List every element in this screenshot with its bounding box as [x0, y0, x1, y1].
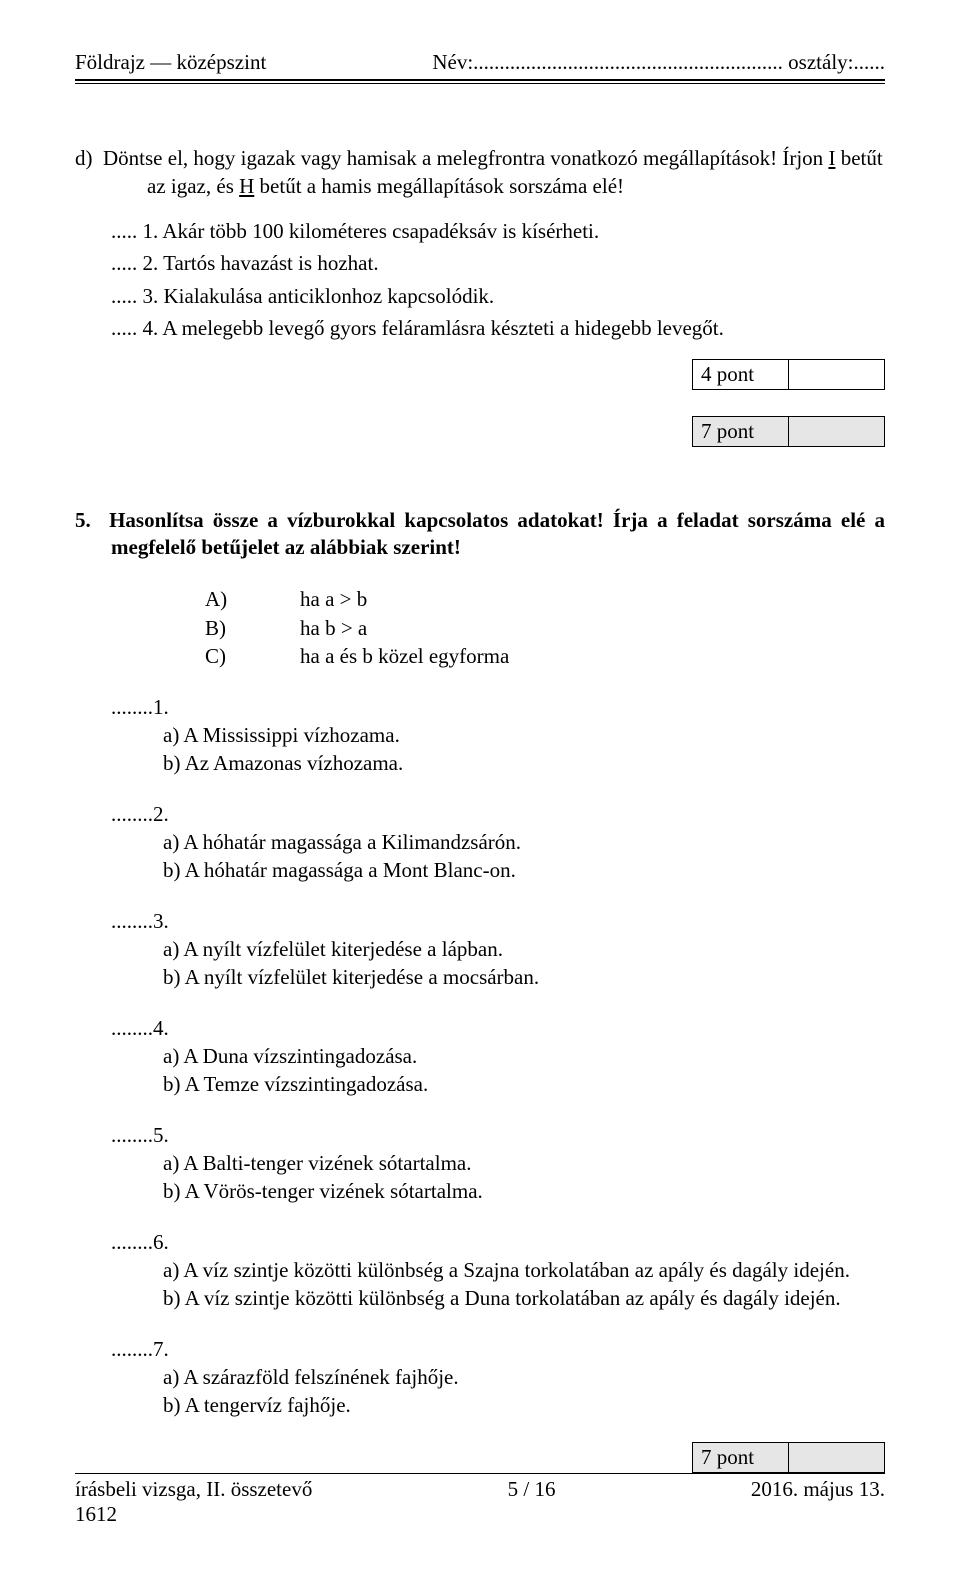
points-4-label: 4 pont: [693, 359, 789, 389]
q5-item-1-num: ........1.: [111, 693, 885, 721]
q5-item-6: ........6. a) A víz szintje közötti külö…: [111, 1228, 885, 1313]
q5-item-1: ........1. a) A Mississippi vízhozama. b…: [111, 693, 885, 778]
q5-item-4: ........4. a) A Duna vízszintingadozása.…: [111, 1014, 885, 1099]
points-4-table: 4 pont: [692, 359, 885, 390]
q5-item-7-a: a) A szárazföld felszínének fajhője.: [163, 1363, 885, 1391]
q5-number: 5.: [75, 508, 91, 532]
q5-item-2-num: ........2.: [111, 800, 885, 828]
task-d-line2b: betűt a hamis megállapítások sorszáma el…: [254, 174, 624, 198]
option-a-letter: A): [205, 585, 300, 613]
q5-item-6-b: b) A víz szintje közötti különbség a Dun…: [163, 1284, 885, 1312]
q5-options: A) ha a > b B) ha b > a C) ha a és b köz…: [75, 585, 885, 670]
task-d: d) Döntse el, hogy igazak vagy hamisak a…: [75, 144, 885, 201]
points-7a-row: 7 pont: [75, 416, 885, 447]
points-7b-row: 7 pont: [75, 1442, 885, 1473]
q5-item-3-num: ........3.: [111, 907, 885, 935]
points-7a-blank: [789, 416, 885, 446]
q5-item-4-num: ........4.: [111, 1014, 885, 1042]
statement-3: ..... 3. Kialakulása anticiklonhoz kapcs…: [111, 280, 885, 313]
q5-item-3-a: a) A nyílt vízfelület kiterjedése a lápb…: [163, 935, 885, 963]
class-label: osztály:......: [788, 50, 885, 74]
page-footer: írásbeli vizsga, II. összetevő 5 / 16 20…: [75, 1473, 885, 1527]
points-7a-table: 7 pont: [692, 416, 885, 447]
option-c: C) ha a és b közel egyforma: [205, 642, 885, 670]
q5-item-5-num: ........5.: [111, 1121, 885, 1149]
q5-item-2-a: a) A hóhatár magassága a Kilimandzsárón.: [163, 828, 885, 856]
q5-item-7-num: ........7.: [111, 1335, 885, 1363]
header-subject: Földrajz — középszint: [75, 50, 266, 75]
question-5: 5. Hasonlítsa össze a vízburokkal kapcso…: [75, 507, 885, 1473]
points-7b-label: 7 pont: [693, 1442, 789, 1472]
statement-4: ..... 4. A melegebb levegő gyors feláram…: [111, 312, 885, 345]
q5-item-4-b: b) A Temze vízszintingadozása.: [163, 1070, 885, 1098]
name-dots: ........................................…: [473, 50, 783, 74]
statement-2: ..... 2. Tartós havazást is hozhat.: [111, 247, 885, 280]
q5-item-2-b: b) A hóhatár magassága a Mont Blanc-on.: [163, 856, 885, 884]
task-d-prefix: d): [75, 146, 93, 170]
footer-left: írásbeli vizsga, II. összetevő: [75, 1477, 312, 1502]
option-c-text: ha a és b közel egyforma: [300, 642, 509, 670]
q5-item-1-b: b) Az Amazonas vízhozama.: [163, 749, 885, 777]
q5-item-5: ........5. a) A Balti-tenger vizének sót…: [111, 1121, 885, 1206]
option-a-text: ha a > b: [300, 585, 367, 613]
option-b-text: ha b > a: [300, 614, 367, 642]
footer-left-2: 1612: [75, 1502, 885, 1527]
points-7b-table: 7 pont: [692, 1442, 885, 1473]
task-d-line2a: az igaz, és: [147, 174, 239, 198]
q5-item-4-a: a) A Duna vízszintingadozása.: [163, 1042, 885, 1070]
footer-center: 5 / 16: [508, 1477, 556, 1502]
name-label: Név:: [432, 50, 473, 74]
q5-item-7: ........7. a) A szárazföld felszínének f…: [111, 1335, 885, 1420]
q5-item-7-b: b) A tengervíz fajhője.: [163, 1391, 885, 1419]
statement-1: ..... 1. Akár több 100 kilométeres csapa…: [111, 215, 885, 248]
task-d-line1a: Döntse el, hogy igazak vagy hamisak a me…: [103, 146, 828, 170]
q5-title: 5. Hasonlítsa össze a vízburokkal kapcso…: [75, 507, 885, 562]
q5-item-2: ........2. a) A hóhatár magassága a Kili…: [111, 800, 885, 885]
content-area: d) Döntse el, hogy igazak vagy hamisak a…: [75, 84, 885, 1473]
option-a: A) ha a > b: [205, 585, 885, 613]
task-d-H: H: [239, 174, 254, 198]
q5-item-1-a: a) A Mississippi vízhozama.: [163, 721, 885, 749]
footer-right: 2016. május 13.: [751, 1477, 885, 1502]
statements-list: ..... 1. Akár több 100 kilométeres csapa…: [75, 215, 885, 345]
task-d-line1b: betűt: [835, 146, 882, 170]
option-c-letter: C): [205, 642, 300, 670]
q5-title-text: Hasonlítsa össze a vízburokkal kapcsolat…: [109, 508, 885, 559]
q5-items: ........1. a) A Mississippi vízhozama. b…: [75, 693, 885, 1420]
q5-item-3: ........3. a) A nyílt vízfelület kiterje…: [111, 907, 885, 992]
footer-left-1: írásbeli vizsga, II. összetevő: [75, 1477, 312, 1501]
points-4-blank: [789, 359, 885, 389]
option-b-letter: B): [205, 614, 300, 642]
q5-item-5-a: a) A Balti-tenger vizének sótartalma.: [163, 1149, 885, 1177]
q5-item-6-a: a) A víz szintje közötti különbség a Sza…: [163, 1256, 885, 1284]
points-7a-label: 7 pont: [693, 416, 789, 446]
points-7b-blank: [789, 1442, 885, 1472]
header-rule-thick: [75, 79, 885, 81]
header-right: Név:....................................…: [432, 50, 885, 75]
footer-rule: [75, 1473, 885, 1474]
q5-item-5-b: b) A Vörös-tenger vizének sótartalma.: [163, 1177, 885, 1205]
page-header: Földrajz — középszint Név:..............…: [75, 50, 885, 75]
q5-item-3-b: b) A nyílt vízfelület kiterjedése a mocs…: [163, 963, 885, 991]
option-b: B) ha b > a: [205, 614, 885, 642]
q5-item-6-num: ........6.: [111, 1228, 885, 1256]
points-4-row: 4 pont: [75, 359, 885, 390]
